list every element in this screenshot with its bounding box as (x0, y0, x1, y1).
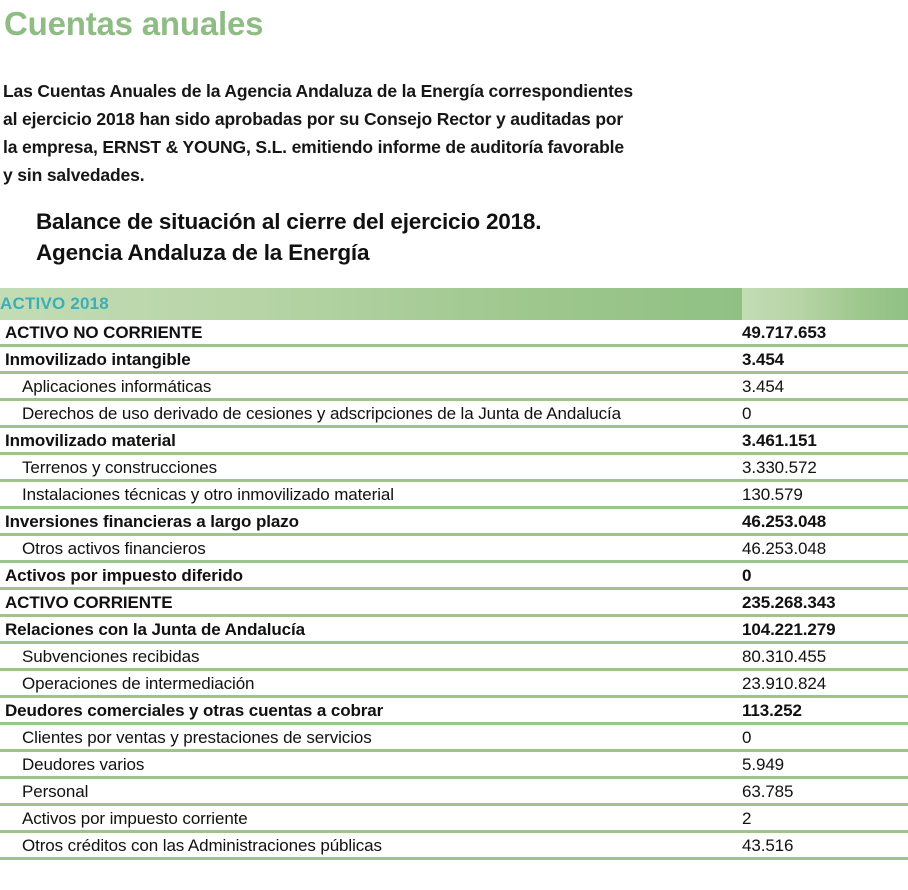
intro-line: al ejercicio 2018 han sido aprobadas por… (3, 109, 624, 129)
row-amount: 0 (742, 565, 752, 585)
table-row: Operaciones de intermediación 23.910.824 (0, 670, 908, 697)
page-title: Cuentas anuales (4, 5, 264, 42)
row-concept: Instalaciones técnicas y otro inmoviliza… (22, 484, 394, 504)
row-concept: Activos por impuesto diferido (5, 565, 243, 585)
row-amount: 2 (742, 808, 752, 828)
intro-line: la empresa, ERNST & YOUNG, S.L. emitiend… (3, 137, 624, 157)
row-concept: Activos por impuesto corriente (22, 808, 248, 828)
table-body: ACTIVO NO CORRIENTE 49.717.653 Inmovilizad… (0, 320, 908, 859)
row-concept: ACTIVO CORRIENTE (5, 592, 173, 612)
row-amount: 3.454 (742, 349, 785, 369)
section-heading: Balance de situación al cierre del ejerc… (36, 206, 876, 268)
row-concept: Clientes por ventas y prestaciones de se… (22, 727, 372, 747)
row-concept: Aplicaciones informáticas (22, 376, 212, 396)
table-row: Otros activos financieros 46.253.048 (0, 535, 908, 562)
row-amount: 104.221.279 (742, 619, 836, 639)
table-row: Deudores varios 5.949 (0, 751, 908, 778)
table-row: Aplicaciones informáticas 3.454 (0, 373, 908, 400)
table-row: Activos por impuesto diferido 0 (0, 562, 908, 589)
row-concept: Subvenciones recibidas (22, 646, 200, 666)
table-row: Inmovilizado material 3.461.151 (0, 427, 908, 454)
row-amount: 235.268.343 (742, 592, 836, 612)
row-amount: 130.579 (742, 484, 803, 504)
intro-line: Las Cuentas Anuales de la Agencia Andalu… (3, 81, 633, 101)
intro-line: y sin salvedades. (3, 165, 145, 185)
row-amount: 0 (742, 403, 752, 423)
row-amount: 43.516 (742, 835, 794, 855)
table-row: Relaciones con la Junta de Andalucía 104.… (0, 616, 908, 643)
intro-paragraph: Las Cuentas Anuales de la Agencia Andalu… (3, 77, 763, 189)
row-concept: Inmovilizado material (5, 430, 176, 450)
row-amount: 80.310.455 (742, 646, 827, 666)
table-row: Activos por impuesto corriente 2 (0, 805, 908, 832)
table-row: ACTIVO CORRIENTE 235.268.343 (0, 589, 908, 616)
table-header-row: ACTIVO 2018 (0, 288, 908, 320)
table-row: Subvenciones recibidas 80.310.455 (0, 643, 908, 670)
row-amount: 63.785 (742, 781, 794, 801)
row-concept: Inmovilizado intangible (5, 349, 191, 369)
table-row: ACTIVO NO CORRIENTE 49.717.653 (0, 320, 908, 346)
row-amount: 23.910.824 (742, 673, 827, 693)
row-amount: 49.717.653 (742, 322, 827, 342)
section-heading-line: Balance de situación al cierre del ejerc… (36, 209, 542, 234)
table-row: Personal 63.785 (0, 778, 908, 805)
row-concept: Otros activos financieros (22, 538, 206, 558)
row-amount: 46.253.048 (742, 538, 827, 558)
row-concept: Operaciones de intermediación (22, 673, 255, 693)
row-concept: Personal (22, 781, 89, 801)
table-row: Derechos de uso derivado de cesiones y a… (0, 400, 908, 427)
row-amount: 0 (742, 727, 752, 747)
row-amount: 3.330.572 (742, 457, 817, 477)
row-concept: Inversiones financieras a largo plazo (5, 511, 299, 531)
row-amount: 3.454 (742, 376, 785, 396)
row-concept: Deudores comerciales y otras cuentas a c… (5, 700, 384, 720)
row-amount: 46.253.048 (742, 511, 827, 531)
table-header: ACTIVO 2018 (0, 288, 908, 320)
balance-sheet-table: ACTIVO 2018 ACTIVO NO CORRIENTE 49.717.65… (0, 288, 908, 860)
row-concept: Derechos de uso derivado de cesiones y a… (22, 403, 622, 423)
table-row: Clientes por ventas y prestaciones de se… (0, 724, 908, 751)
row-amount: 3.461.151 (742, 430, 817, 450)
row-concept: Terrenos y construcciones (22, 457, 217, 477)
section-heading-line: Agencia Andaluza de la Energía (36, 240, 370, 265)
row-concept: Otros créditos con las Administraciones … (22, 835, 382, 855)
table-row: Inversiones financieras a largo plazo 46.… (0, 508, 908, 535)
table-row: Otros créditos con las Administraciones … (0, 832, 908, 859)
table-row: Deudores comerciales y otras cuentas a c… (0, 697, 908, 724)
row-amount: 113.252 (742, 700, 802, 720)
table-row: Terrenos y construcciones 3.330.572 (0, 454, 908, 481)
row-concept: Deudores varios (22, 754, 145, 774)
column-header-concept: ACTIVO 2018 (0, 288, 742, 320)
column-header-amount (742, 288, 908, 320)
row-concept: Relaciones con la Junta de Andalucía (5, 619, 305, 639)
row-concept: ACTIVO NO CORRIENTE (5, 322, 203, 342)
row-amount: 5.949 (742, 754, 785, 774)
table-row: Inmovilizado intangible 3.454 (0, 346, 908, 373)
table-row: Instalaciones técnicas y otro inmoviliza… (0, 481, 908, 508)
